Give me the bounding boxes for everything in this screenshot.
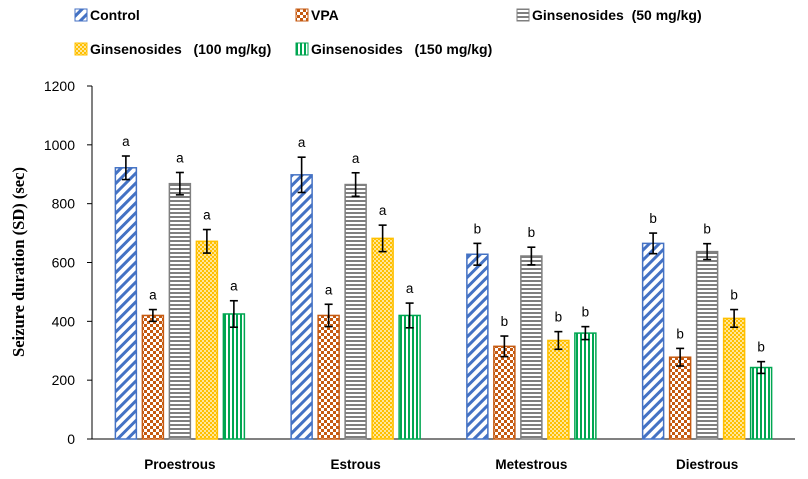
significance-label: a	[325, 282, 333, 297]
significance-label: a	[149, 288, 157, 303]
significance-label: a	[379, 203, 387, 218]
bars: a a a a a a a a a a b b b b b b b b b b	[114, 134, 773, 440]
legend-label-ginsenosides-100: Ginsenosides (100 mg/kg)	[90, 41, 271, 57]
significance-label: b	[703, 222, 711, 237]
significance-label: b	[501, 314, 509, 329]
x-category-label: Diestrous	[676, 457, 738, 472]
y-ticks: 0 200 400 600 800 1000 1200	[44, 78, 92, 447]
legend-swatch-ginsenosides-50	[516, 8, 530, 22]
legend-swatch-control	[74, 8, 88, 22]
significance-label: b	[582, 305, 590, 320]
bar-4-3	[749, 366, 773, 440]
significance-label: a	[122, 134, 130, 149]
significance-label: b	[474, 221, 482, 236]
legend-label-ginsenosides-50: Ginsenosides (50 mg/kg)	[532, 7, 702, 23]
legend-swatch-vpa	[295, 8, 309, 22]
significance-label: b	[757, 340, 765, 355]
bar-2-2	[520, 255, 543, 440]
legend-item-ginsenosides-150: Ginsenosides (150 mg/kg)	[295, 41, 492, 57]
bar-0-2	[466, 253, 489, 440]
significance-label: b	[555, 310, 563, 325]
bar-3-2	[547, 339, 570, 440]
bar-0-1	[290, 174, 313, 440]
y-axis-label: Seizure duration (SD) (sec)	[9, 167, 28, 357]
bar-2-1	[344, 183, 367, 440]
y-tick-label: 600	[52, 255, 76, 271]
y-tick-label: 0	[67, 431, 75, 447]
bar-1-3	[668, 356, 692, 440]
bar-0-3	[641, 242, 665, 440]
y-tick-label: 200	[52, 372, 76, 388]
y-tick-label: 1200	[44, 78, 75, 94]
y-tick-label: 1000	[44, 137, 75, 153]
bar-0-0	[114, 167, 138, 440]
bar-1-0	[141, 314, 165, 440]
legend-item-ginsenosides-50: Ginsenosides (50 mg/kg)	[516, 7, 702, 23]
significance-label: a	[298, 135, 306, 150]
significance-label: a	[352, 151, 360, 166]
bar-2-0	[168, 182, 192, 440]
x-category-label: Proestrous	[144, 457, 215, 472]
significance-label: b	[730, 288, 738, 303]
significance-label: b	[649, 211, 657, 226]
significance-label: a	[406, 281, 414, 296]
bar-4-0	[222, 313, 246, 440]
y-tick-label: 800	[52, 196, 76, 212]
bar-1-2	[493, 345, 516, 440]
significance-label: a	[203, 208, 211, 223]
x-category-label: Metestrous	[495, 457, 567, 472]
legend-item-control: Control	[74, 7, 140, 23]
legend-item-vpa: VPA	[295, 7, 339, 23]
bar-3-0	[195, 240, 219, 440]
significance-label: a	[176, 150, 184, 165]
legend-item-ginsenosides-100: Ginsenosides (100 mg/kg)	[74, 41, 271, 57]
significance-label: b	[676, 326, 684, 341]
significance-label: b	[528, 225, 536, 240]
legend-label-vpa: VPA	[311, 7, 339, 23]
legend-swatch-ginsenosides-150	[295, 42, 309, 56]
x-categories: Proestrous Estrous Metestrous Diestrous	[144, 457, 738, 472]
legend-label-control: Control	[90, 7, 140, 23]
bar-4-2	[574, 332, 597, 440]
bar-2-3	[695, 250, 719, 440]
significance-label: a	[230, 279, 238, 294]
y-tick-label: 400	[52, 313, 76, 329]
legend-label-ginsenosides-150: Ginsenosides (150 mg/kg)	[311, 41, 492, 57]
bar-1-1	[317, 314, 340, 440]
bar-4-1	[398, 314, 421, 440]
x-category-label: Estrous	[330, 457, 380, 472]
bar-3-3	[722, 317, 746, 440]
legend-swatch-ginsenosides-100	[74, 42, 88, 56]
legend: Control VPA Ginsenosides (50 mg/kg) Gins…	[74, 7, 702, 57]
bar-3-1	[371, 237, 394, 440]
